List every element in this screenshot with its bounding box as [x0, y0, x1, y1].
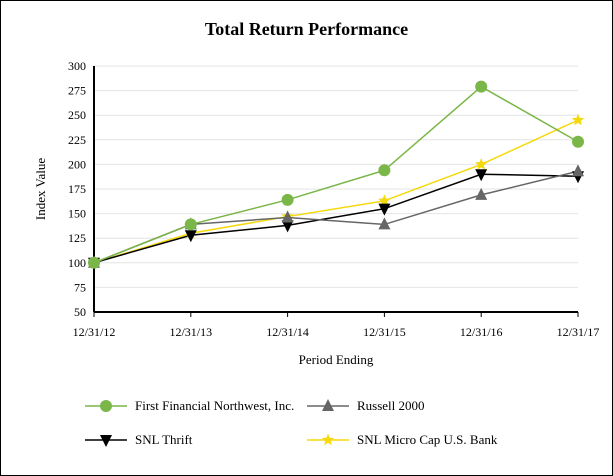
legend-swatch	[85, 400, 127, 412]
y-tick-label: 275	[68, 84, 86, 98]
y-tick-label: 175	[68, 182, 86, 196]
legend-marker	[321, 433, 335, 446]
x-tick-label: 12/31/12	[73, 325, 116, 339]
y-tick-label: 250	[68, 108, 86, 122]
data-point	[88, 256, 100, 269]
data-point	[475, 80, 488, 93]
legend-marker	[100, 400, 112, 412]
chart-title: Total Return Performance	[204, 19, 409, 39]
data-point	[475, 187, 488, 200]
data-point	[184, 218, 197, 231]
legend-item: First Financial Northwest, Inc.	[85, 398, 294, 414]
y-tick-label: 300	[68, 59, 86, 73]
data-point	[572, 164, 584, 177]
legend-swatch	[307, 399, 349, 411]
data-point	[378, 164, 391, 177]
data-point	[475, 157, 488, 170]
legend-label: Russell 2000	[357, 398, 425, 413]
x-tick-label: 12/31/14	[266, 325, 309, 339]
data-point	[378, 203, 391, 216]
series-line	[93, 119, 579, 264]
x-tick-label: 12/31/17	[557, 325, 600, 339]
series-line	[93, 173, 579, 264]
x-axis-label: Period Ending	[299, 352, 374, 367]
y-tick-label: 75	[74, 280, 86, 294]
data-point	[378, 217, 391, 230]
data-point	[378, 194, 391, 207]
x-tick-label: 12/31/16	[460, 325, 503, 339]
legend-item: SNL Micro Cap U.S. Bank	[307, 432, 497, 448]
line-chart: 50 75 100 125 150 175 200 225 250 275 300 12/31/12 1…	[33, 59, 600, 367]
data-point	[281, 220, 294, 233]
y-tick-label: 50	[74, 305, 86, 319]
legend-item: SNL Thrift	[85, 432, 192, 448]
legend-swatch	[85, 435, 127, 447]
legend-label: First Financial Northwest, Inc.	[135, 398, 295, 413]
legend-label: SNL Thrift	[135, 432, 193, 447]
legend-marker	[100, 435, 112, 447]
legend-marker	[322, 399, 334, 411]
x-tick-label: 12/31/13	[169, 325, 212, 339]
data-point	[281, 193, 294, 206]
data-point	[281, 210, 294, 223]
x-tick-label: 12/31/15	[363, 325, 406, 339]
data-point	[571, 113, 585, 126]
y-tick-label: 125	[68, 231, 86, 245]
y-tick-label: 225	[68, 133, 86, 147]
y-tick-label: 150	[68, 207, 86, 221]
data-point	[475, 169, 488, 182]
legend-label: SNL Micro Cap U.S. Bank	[357, 432, 498, 447]
data-point	[572, 135, 584, 148]
y-tick-label: 100	[68, 256, 86, 270]
y-axis-label: Index Value	[33, 158, 48, 220]
legend-item: Russell 2000	[307, 398, 425, 414]
data-point	[184, 230, 197, 243]
y-tick-label: 200	[68, 157, 86, 171]
legend-swatch	[307, 433, 349, 446]
series-line	[93, 85, 579, 264]
